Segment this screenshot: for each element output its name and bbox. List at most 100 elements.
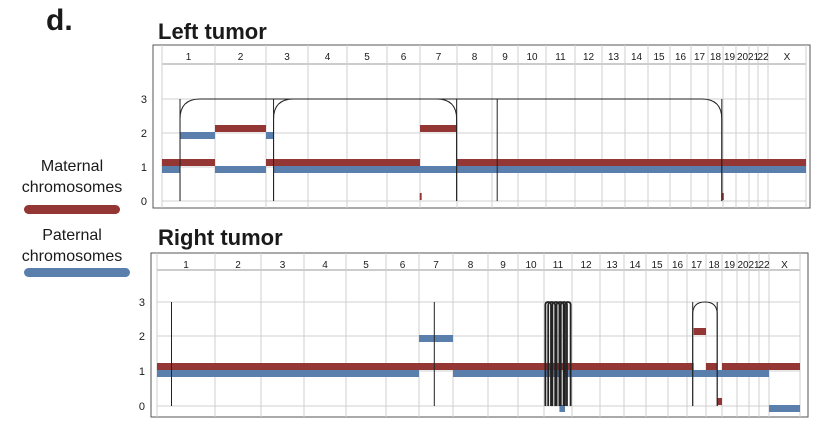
paternal-segment xyxy=(736,166,749,173)
paternal-segment xyxy=(488,370,518,377)
maternal-segment xyxy=(419,363,453,370)
chrom-label-12: 12 xyxy=(580,260,592,271)
paternal-segment xyxy=(708,166,723,173)
chrom-label-5: 5 xyxy=(363,260,369,271)
paternal-segment xyxy=(648,166,670,173)
paternal-segment xyxy=(157,370,215,377)
chrom-label-13: 13 xyxy=(608,52,620,63)
maternal-segment xyxy=(453,363,488,370)
chrom-label-6: 6 xyxy=(401,52,407,63)
y-tick-label: 0 xyxy=(141,196,147,208)
right-tumor-title: Right tumor xyxy=(158,225,283,250)
chrom-label-11: 11 xyxy=(555,52,566,63)
maternal-legend-swatch xyxy=(24,205,120,214)
paternal-segment xyxy=(346,370,386,377)
paternal-segment xyxy=(723,166,736,173)
paternal-segment xyxy=(691,166,708,173)
chrom-label-1: 1 xyxy=(186,52,192,63)
chrom-label-16: 16 xyxy=(672,260,684,271)
paternal-segment xyxy=(215,370,261,377)
y-tick-label: 2 xyxy=(141,128,147,140)
paternal-segment xyxy=(492,166,518,173)
chrom-label-20: 20 xyxy=(737,52,749,63)
paternal-segment xyxy=(565,370,572,377)
chrom-label-8: 8 xyxy=(472,52,478,63)
maternal-segment xyxy=(708,159,723,166)
maternal-segment xyxy=(648,159,670,166)
chrom-label-4: 4 xyxy=(322,260,328,271)
sv-arc xyxy=(273,98,723,201)
maternal-segment xyxy=(706,363,718,370)
panel-letter: d. xyxy=(46,4,73,37)
chrom-label-16: 16 xyxy=(675,52,687,63)
maternal-segment xyxy=(749,159,758,166)
maternal-segment xyxy=(722,363,737,370)
maternal-segment xyxy=(736,159,749,166)
chrom-label-3: 3 xyxy=(280,260,286,271)
paternal-segment xyxy=(624,370,646,377)
paternal-segment xyxy=(758,166,768,173)
y-tick-label: 0 xyxy=(139,401,145,413)
paternal-legend-label: Paternal chromosomes xyxy=(21,227,123,265)
paternal-segment xyxy=(668,370,687,377)
maternal-segment xyxy=(769,363,800,370)
maternal-segment xyxy=(544,363,572,370)
chrom-label-14: 14 xyxy=(629,260,641,271)
y-tick-label: 3 xyxy=(141,94,147,106)
chrom-label-X: X xyxy=(784,52,791,63)
chrom-label-10: 10 xyxy=(526,52,538,63)
sv-arc xyxy=(559,301,568,406)
paternal-segment xyxy=(453,370,488,377)
y-tick-label: 1 xyxy=(141,162,147,174)
chrom-label-X: X xyxy=(781,260,788,271)
maternal-segment xyxy=(518,363,544,370)
maternal-segment xyxy=(304,363,346,370)
chrom-label-9: 9 xyxy=(500,260,506,271)
chrom-label-7: 7 xyxy=(436,52,442,63)
paternal-segment xyxy=(670,166,691,173)
chrom-label-18: 18 xyxy=(708,260,720,271)
maternal-segment xyxy=(737,363,749,370)
maternal-segment xyxy=(387,159,420,166)
chrom-label-15: 15 xyxy=(653,52,665,63)
y-tick-label: 2 xyxy=(139,331,145,343)
paternal-segment xyxy=(308,166,347,173)
paternal-segment xyxy=(273,166,308,173)
paternal-segment xyxy=(162,166,181,173)
maternal-segment xyxy=(668,363,687,370)
chrom-label-6: 6 xyxy=(400,260,406,271)
paternal-segment xyxy=(759,370,769,377)
maternal-segment xyxy=(215,125,266,132)
paternal-segment xyxy=(646,370,668,377)
paternal-segment xyxy=(749,166,758,173)
paternal-segment xyxy=(625,166,648,173)
paternal-segment xyxy=(749,370,759,377)
chrom-label-20: 20 xyxy=(737,260,749,271)
paternal-segment xyxy=(687,370,706,377)
paternal-segment xyxy=(420,166,457,173)
maternal-segment xyxy=(157,363,215,370)
chrom-label-2: 2 xyxy=(238,52,244,63)
maternal-segment xyxy=(624,363,646,370)
chrom-label-12: 12 xyxy=(583,52,595,63)
maternal-segment xyxy=(625,159,648,166)
maternal-segment xyxy=(492,159,518,166)
chrom-label-9: 9 xyxy=(502,52,508,63)
paternal-segment xyxy=(768,166,806,173)
maternal-segment xyxy=(215,363,261,370)
chrom-label-3: 3 xyxy=(284,52,290,63)
paternal-segment xyxy=(180,132,215,139)
paternal-segment xyxy=(457,166,492,173)
maternal-segment xyxy=(575,159,602,166)
chrom-label-13: 13 xyxy=(606,260,618,271)
chrom-label-14: 14 xyxy=(631,52,643,63)
sv-arc xyxy=(555,301,565,406)
paternal-segment xyxy=(722,370,737,377)
chrom-label-21: 21 xyxy=(748,52,760,63)
paternal-segment xyxy=(266,132,274,139)
paternal-segment xyxy=(518,166,546,173)
maternal-segment xyxy=(419,193,422,200)
maternal-segment xyxy=(546,159,575,166)
